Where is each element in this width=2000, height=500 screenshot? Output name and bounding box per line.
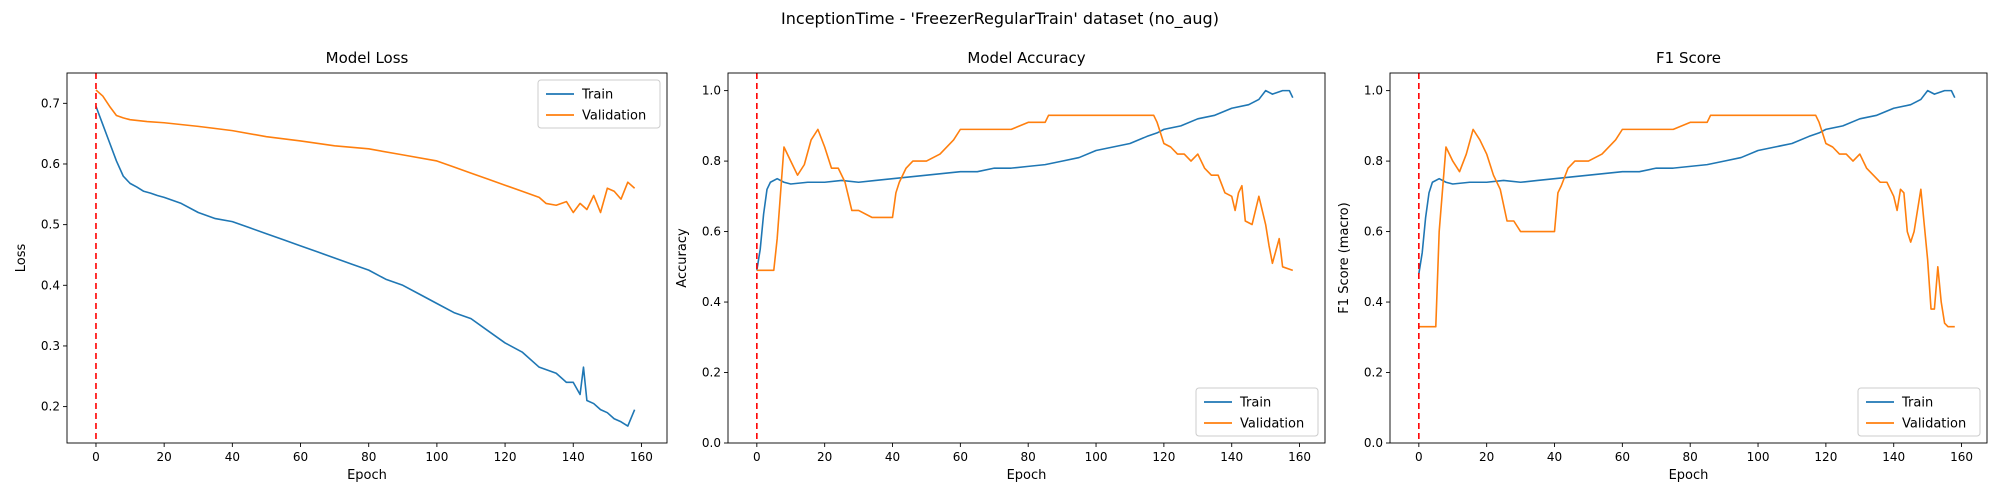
x-tick-label: 160 — [1950, 450, 1973, 464]
y-tick-label: 0.5 — [41, 218, 60, 232]
x-tick-label: 0 — [92, 450, 100, 464]
x-tick-label: 80 — [361, 450, 376, 464]
legend-label: Train — [1239, 396, 1271, 411]
x-tick-label: 0 — [753, 450, 761, 464]
x-tick-label: 0 — [1415, 450, 1423, 464]
x-axis-label: Epoch — [1669, 468, 1709, 483]
y-tick-label: 0.6 — [1364, 225, 1383, 239]
plot-area — [95, 73, 636, 443]
x-tick-label: 140 — [1882, 450, 1905, 464]
chart-title: Model Loss — [326, 49, 409, 67]
x-tick-label: 40 — [1547, 450, 1562, 464]
x-axis-label: Epoch — [347, 468, 387, 483]
y-tick-label: 0.2 — [41, 400, 60, 414]
chart-1: Model Loss 0 20 40 60 80 100 120 140 160 0.2 0.3 0.4… — [14, 49, 668, 483]
x-tick-label: 40 — [225, 450, 240, 464]
x-tick-label: 60 — [953, 450, 968, 464]
y-tick-label: 0.8 — [702, 154, 721, 168]
legend-label: Train — [1901, 396, 1933, 411]
chart-2: Model Accuracy 0 20 40 60 80 100 120 140 160 0.0 0.… — [675, 49, 1326, 483]
legend-box — [1857, 387, 1981, 437]
x-tick-label: 40 — [885, 450, 900, 464]
y-tick-label: 0.0 — [1364, 436, 1383, 450]
x-tick-label: 60 — [293, 450, 308, 464]
legend-label: Validation — [1240, 417, 1304, 432]
plot-area — [1418, 73, 1956, 443]
x-tick-label: 100 — [425, 450, 448, 464]
axes-frame — [66, 72, 668, 444]
x-tick-label: 80 — [1683, 450, 1698, 464]
legend: Train Validation — [1857, 387, 1981, 437]
legend: Train Validation — [1195, 387, 1319, 437]
series-line-train — [1418, 89, 1956, 274]
legend-box — [537, 79, 661, 129]
chart-title: Model Accuracy — [967, 49, 1085, 67]
x-tick-label: 20 — [817, 450, 832, 464]
x-axis-label: Epoch — [1007, 468, 1047, 483]
x-tick-label: 100 — [1747, 450, 1770, 464]
series-line-validation — [1418, 114, 1955, 328]
y-tick-label: 0.7 — [41, 96, 60, 110]
y-tick-label: 0.6 — [41, 157, 60, 171]
y-tick-label: 1.0 — [702, 84, 721, 98]
series-line-train — [95, 106, 636, 427]
legend-label: Validation — [1902, 417, 1966, 432]
series-line-train — [756, 89, 1294, 271]
y-axis-label: Loss — [14, 244, 29, 273]
x-tick-label: 140 — [1220, 450, 1243, 464]
y-tick-label: 1.0 — [1364, 84, 1383, 98]
axes-frame — [1389, 72, 1988, 444]
chart-title: F1 Score — [1656, 49, 1721, 67]
y-tick-label: 0.6 — [702, 225, 721, 239]
y-tick-label: 0.2 — [702, 366, 721, 380]
y-tick-label: 0.4 — [41, 278, 60, 292]
legend: Train Validation — [537, 79, 661, 129]
y-axis-label: Accuracy — [675, 228, 690, 288]
y-tick-label: 0.8 — [1364, 154, 1383, 168]
x-tick-label: 80 — [1021, 450, 1036, 464]
y-tick-label: 0.4 — [702, 295, 721, 309]
series-line-validation — [95, 89, 636, 214]
x-tick-label: 140 — [562, 450, 585, 464]
x-tick-label: 20 — [157, 450, 172, 464]
legend-label: Train — [581, 88, 613, 103]
chart-3: F1 Score 0 20 40 60 80 100 120 140 160 0.0 0.2 0.4 0.… — [1337, 49, 1988, 483]
y-tick-label: 0.3 — [41, 339, 60, 353]
series-line-validation — [756, 114, 1294, 272]
plot-area — [756, 73, 1294, 443]
x-tick-label: 100 — [1085, 450, 1108, 464]
x-tick-label: 20 — [1479, 450, 1494, 464]
x-tick-label: 120 — [494, 450, 517, 464]
x-tick-label: 160 — [1288, 450, 1311, 464]
figure-suptitle: InceptionTime - 'FreezerRegularTrain' da… — [781, 9, 1219, 29]
x-tick-label: 160 — [630, 450, 653, 464]
x-tick-label: 120 — [1152, 450, 1175, 464]
y-tick-label: 0.4 — [1364, 295, 1383, 309]
y-axis-label: F1 Score (macro) — [1337, 202, 1352, 313]
axes-frame — [727, 72, 1326, 444]
legend-label: Validation — [582, 109, 646, 124]
legend-box — [1195, 387, 1319, 437]
y-tick-label: 0.0 — [702, 436, 721, 450]
y-tick-label: 0.2 — [1364, 366, 1383, 380]
x-tick-label: 120 — [1814, 450, 1837, 464]
x-tick-label: 60 — [1615, 450, 1630, 464]
